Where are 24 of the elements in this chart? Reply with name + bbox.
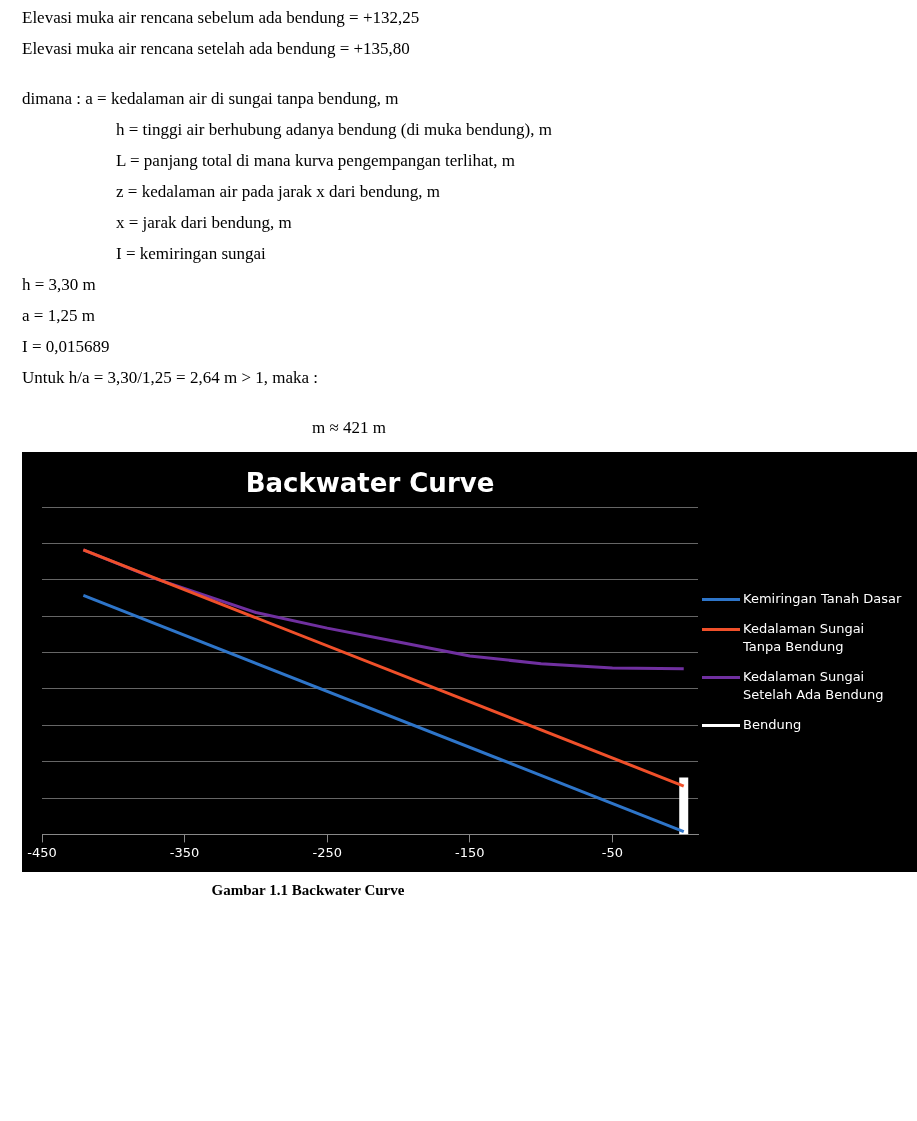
- text: L = panjang total di mana kurva pengempangan terlihat, m: [115, 151, 516, 171]
- text: dimana : a = kedalaman air di sungai tanpa bendung, m: [22, 89, 400, 109]
- x-tick-label: -250: [312, 844, 342, 860]
- text: Untuk h/a = 3,30/1,25 = 2,64 m > 1, maka :: [22, 368, 319, 388]
- text: Gambar 1.1 Backwater Curve: [210, 882, 406, 899]
- text: m ≈ 421 m: [311, 418, 388, 438]
- text: I = 0,015689: [22, 337, 111, 357]
- text: a = 1,25 m: [22, 306, 96, 326]
- legend-label: Kedalaman Sungai Setelah Ada Bendung: [743, 668, 885, 704]
- chart-title: Backwater Curve: [245, 468, 495, 499]
- legend-label: Kemiringan Tanah Dasar: [743, 590, 902, 608]
- text: h = 3,30 m: [22, 275, 97, 295]
- text: Elevasi muka air rencana setelah ada bendung = +135,80: [22, 39, 411, 59]
- x-tick-label: -350: [169, 844, 200, 860]
- text: x = jarak dari bendung, m: [115, 213, 293, 233]
- legend-label: Bendung: [743, 716, 802, 734]
- text: z = kedalaman air pada jarak x dari bendung, m: [115, 182, 441, 202]
- text: h = tinggi air berhubung adanya bendung (di muka bendung), m: [115, 120, 553, 140]
- x-tick-label: -450: [27, 844, 57, 860]
- text: Elevasi muka air rencana sebelum ada bendung = +132,25: [22, 8, 421, 28]
- x-tick-label: -150: [455, 844, 485, 860]
- legend-label: Kedalaman Sungai Tanpa Bendung: [743, 620, 866, 656]
- text: I = kemiringan sungai: [115, 244, 267, 264]
- x-tick-label: -50: [601, 844, 624, 860]
